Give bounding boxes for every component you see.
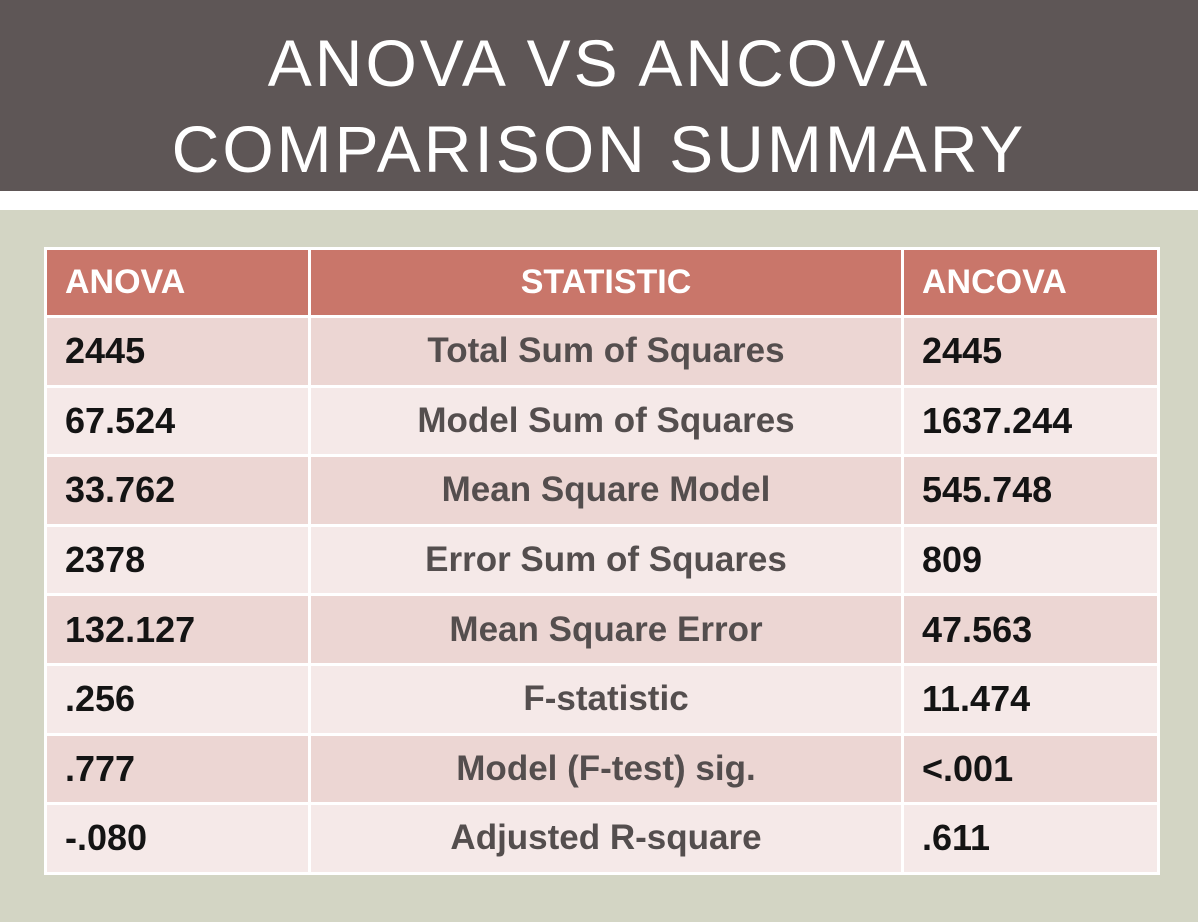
slide-title-line-2: COMPARISON SUMMARY xyxy=(171,112,1027,186)
cell-ancova: 11.474 xyxy=(901,662,1160,736)
cell-ancova: 2445 xyxy=(901,315,1160,388)
table-row: -.080 Adjusted R-square .611 xyxy=(44,802,1160,875)
cell-anova: .256 xyxy=(44,662,311,736)
header-statistic: STATISTIC xyxy=(308,247,904,318)
table-row: 67.524 Model Sum of Squares 1637.244 xyxy=(44,384,1160,458)
cell-anova: 2378 xyxy=(44,523,311,597)
cell-statistic: Model (F-test) sig. xyxy=(308,732,904,806)
cell-statistic: Error Sum of Squares xyxy=(308,523,904,597)
table-row: 33.762 Mean Square Model 545.748 xyxy=(44,454,1160,527)
cell-statistic: Model Sum of Squares xyxy=(308,384,904,458)
cell-statistic: Mean Square Model xyxy=(308,454,904,527)
table-row: .777 Model (F-test) sig. <.001 xyxy=(44,732,1160,806)
cell-statistic: Mean Square Error xyxy=(308,593,904,666)
table-row: 2378 Error Sum of Squares 809 xyxy=(44,523,1160,597)
title-band: ANOVA VS ANCOVA COMPARISON SUMMARY xyxy=(0,0,1198,191)
header-ancova: ANCOVA xyxy=(901,247,1160,318)
cell-anova: 2445 xyxy=(44,315,311,388)
cell-statistic: Total Sum of Squares xyxy=(308,315,904,388)
cell-anova: -.080 xyxy=(44,802,311,875)
cell-ancova: 545.748 xyxy=(901,454,1160,527)
cell-statistic: F-statistic xyxy=(308,662,904,736)
cell-ancova: 1637.244 xyxy=(901,384,1160,458)
slide-title: ANOVA VS ANCOVA COMPARISON SUMMARY xyxy=(0,20,1198,192)
comparison-table: ANOVA STATISTIC ANCOVA 2445 Total Sum of… xyxy=(44,247,1160,875)
cell-ancova: <.001 xyxy=(901,732,1160,806)
table-row: 2445 Total Sum of Squares 2445 xyxy=(44,315,1160,388)
table-row: .256 F-statistic 11.474 xyxy=(44,662,1160,736)
title-divider xyxy=(0,191,1198,210)
slide-title-line-1: ANOVA VS ANCOVA xyxy=(267,26,931,100)
cell-ancova: .611 xyxy=(901,802,1160,875)
table-row: 132.127 Mean Square Error 47.563 xyxy=(44,593,1160,666)
header-anova: ANOVA xyxy=(44,247,311,318)
comparison-table-container: ANOVA STATISTIC ANCOVA 2445 Total Sum of… xyxy=(44,247,1160,875)
table-header-row: ANOVA STATISTIC ANCOVA xyxy=(44,247,1160,318)
cell-statistic: Adjusted R-square xyxy=(308,802,904,875)
cell-ancova: 809 xyxy=(901,523,1160,597)
cell-anova: 33.762 xyxy=(44,454,311,527)
cell-ancova: 47.563 xyxy=(901,593,1160,666)
cell-anova: 67.524 xyxy=(44,384,311,458)
cell-anova: 132.127 xyxy=(44,593,311,666)
cell-anova: .777 xyxy=(44,732,311,806)
